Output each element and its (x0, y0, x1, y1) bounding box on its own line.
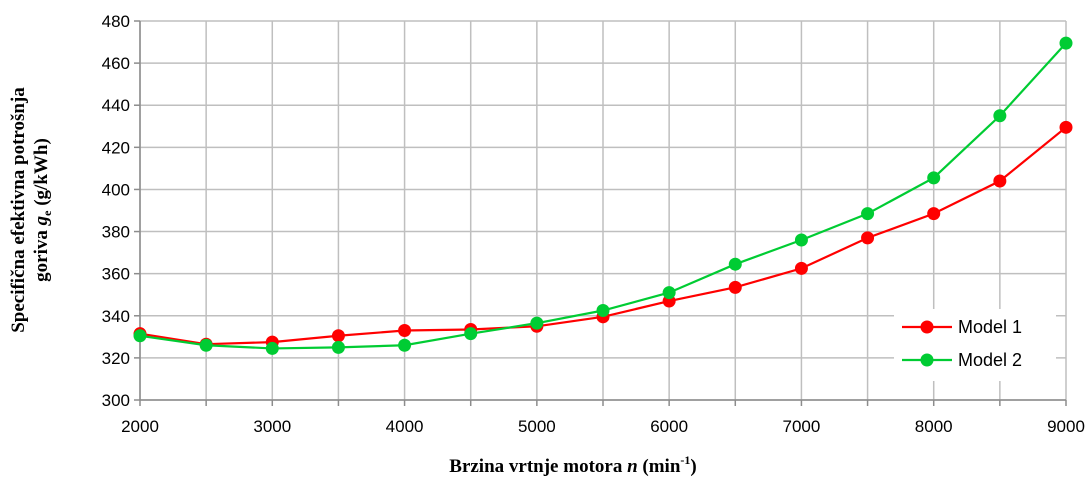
data-point-series-1 (728, 280, 742, 294)
data-point-series-2 (464, 327, 478, 341)
y-tick-label: 340 (102, 307, 130, 326)
y-tick-label: 380 (102, 223, 130, 242)
data-point-series-2 (794, 233, 808, 247)
data-point-series-2 (331, 340, 345, 354)
data-point-series-2 (861, 207, 875, 221)
data-point-series-1 (794, 261, 808, 275)
x-tick-label: 8000 (915, 417, 953, 436)
data-point-series-1 (861, 231, 875, 245)
data-point-series-2 (662, 286, 676, 300)
y-axis-title-line2: goriva ge (g/kWh) (31, 138, 54, 282)
legend-label: Model 1 (958, 317, 1022, 337)
data-point-series-2 (265, 341, 279, 355)
data-point-series-2 (993, 109, 1007, 123)
legend-swatch-marker (920, 353, 934, 367)
data-point-series-2 (133, 329, 147, 343)
data-point-series-1 (1059, 120, 1073, 134)
y-tick-label: 480 (102, 12, 130, 31)
data-point-series-2 (596, 304, 610, 318)
legend-label: Model 2 (958, 350, 1022, 370)
y-axis-title-line1: Specifična efektivna potrošnja (8, 87, 29, 333)
y-tick-label: 440 (102, 96, 130, 115)
x-tick-label: 3000 (253, 417, 291, 436)
y-tick-label: 360 (102, 265, 130, 284)
legend-swatch-marker (920, 320, 934, 334)
y-tick-label: 460 (102, 54, 130, 73)
data-point-series-2 (530, 316, 544, 330)
data-point-series-2 (927, 171, 941, 185)
y-axis-title: Specifična efektivna potrošnja goriva ge… (8, 87, 54, 333)
data-point-series-2 (199, 338, 213, 352)
data-point-series-1 (331, 329, 345, 343)
data-point-series-1 (398, 324, 412, 338)
y-tick-label: 300 (102, 391, 130, 410)
y-tick-label: 320 (102, 349, 130, 368)
data-point-series-1 (927, 207, 941, 221)
x-tick-label: 4000 (386, 417, 424, 436)
x-tick-label: 2000 (121, 417, 159, 436)
x-tick-label: 5000 (518, 417, 556, 436)
x-tick-label: 7000 (783, 417, 821, 436)
data-point-series-1 (993, 174, 1007, 188)
data-point-series-2 (728, 257, 742, 271)
y-tick-label: 420 (102, 138, 130, 157)
x-axis-title: Brzina vrtnje motora n (min-1) (449, 453, 696, 477)
legend: Model 1 Model 2 (894, 309, 1056, 381)
legend-background (894, 309, 1056, 381)
tick-labels: 300 320 340 360 380 400 420 440 460 480 2000 3000 40… (102, 12, 1085, 436)
data-point-series-2 (398, 338, 412, 352)
y-tick-label: 400 (102, 180, 130, 199)
x-tick-label: 9000 (1047, 417, 1085, 436)
x-tick-label: 6000 (650, 417, 688, 436)
series-lines (133, 36, 1073, 355)
data-point-series-2 (1059, 36, 1073, 50)
